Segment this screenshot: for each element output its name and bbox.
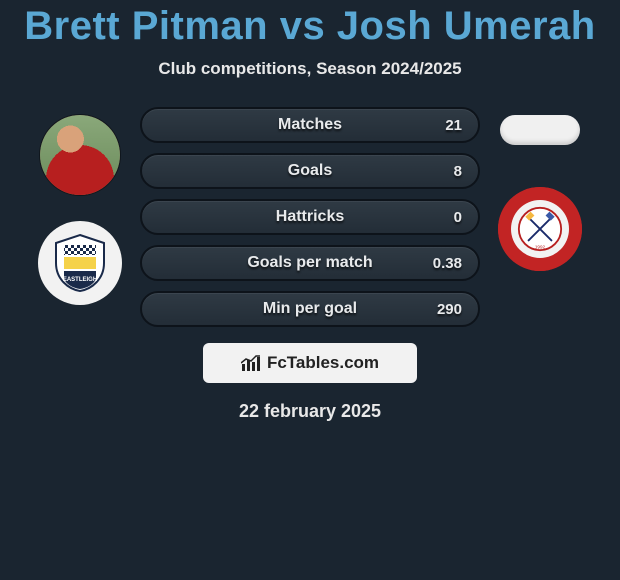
stat-label: Matches bbox=[278, 116, 342, 134]
comparison-row: EASTLEIGH Matches 21 Goals 8 bbox=[0, 107, 620, 327]
stat-value: 8 bbox=[454, 163, 462, 180]
stat-value: 0.38 bbox=[433, 255, 462, 272]
watermark-text: FcTables.com bbox=[267, 353, 379, 373]
svg-text:EASTLEIGH: EASTLEIGH bbox=[63, 277, 97, 283]
player-right-avatar-placeholder bbox=[500, 115, 580, 145]
stat-label: Min per goal bbox=[263, 300, 357, 318]
stat-row: Goals per match 0.38 bbox=[140, 245, 480, 281]
page-title: Brett Pitman vs Josh Umerah bbox=[24, 4, 595, 49]
club-left-badge: EASTLEIGH bbox=[38, 221, 122, 305]
stat-label: Goals bbox=[288, 162, 332, 180]
stat-value: 21 bbox=[445, 117, 462, 134]
watermark: FcTables.com bbox=[203, 343, 417, 383]
dagenham-crest-icon: 1992 bbox=[511, 200, 569, 258]
stat-row: Goals 8 bbox=[140, 153, 480, 189]
player-right-column: 1992 bbox=[480, 107, 600, 271]
stat-label: Hattricks bbox=[276, 208, 344, 226]
player-left-column: EASTLEIGH bbox=[20, 107, 140, 305]
player-left-avatar bbox=[40, 115, 120, 195]
stats-column: Matches 21 Goals 8 Hattricks 0 Goals per… bbox=[140, 107, 480, 327]
date-line: 22 february 2025 bbox=[239, 401, 381, 422]
stat-value: 290 bbox=[437, 301, 462, 318]
stat-row: Hattricks 0 bbox=[140, 199, 480, 235]
eastleigh-crest-icon: EASTLEIGH bbox=[50, 233, 110, 293]
subtitle: Club competitions, Season 2024/2025 bbox=[158, 59, 461, 79]
avatar-image-placeholder bbox=[40, 115, 120, 195]
club-right-badge: 1992 bbox=[498, 187, 582, 271]
bar-chart-icon bbox=[241, 354, 261, 372]
stat-row: Min per goal 290 bbox=[140, 291, 480, 327]
svg-text:1992: 1992 bbox=[535, 244, 546, 249]
stat-row: Matches 21 bbox=[140, 107, 480, 143]
stat-label: Goals per match bbox=[247, 254, 372, 272]
stat-value: 0 bbox=[454, 209, 462, 226]
infographic-container: Brett Pitman vs Josh Umerah Club competi… bbox=[0, 0, 620, 422]
